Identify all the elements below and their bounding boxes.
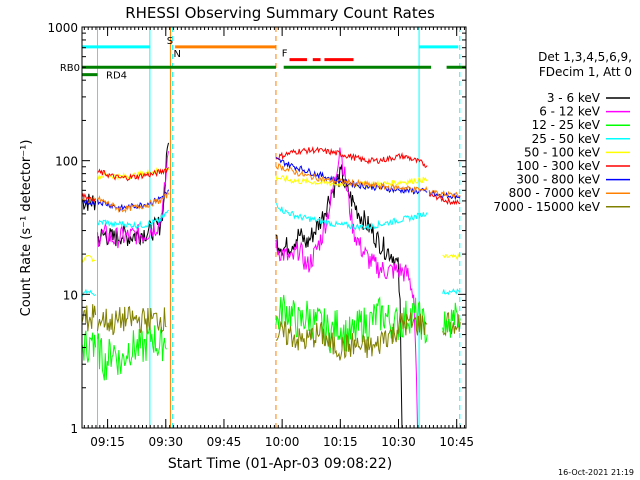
plot-area: SN RB0 RD4 F 1 10 100 1000 09:15 09:30 09:45 10:0…: [47, 21, 474, 449]
series-line-300-800-kev: [97, 157, 428, 213]
legend-label-800-7000-kev: 800 - 7000 keV: [509, 186, 601, 200]
x-tick-label: 09:15: [90, 435, 125, 449]
state-label-n: N: [174, 49, 181, 60]
plot-frame: [81, 26, 467, 429]
x-tick-label: 10:30: [381, 435, 416, 449]
series-line-6-12-kev: [97, 147, 418, 429]
series-line-7000-15000-kev: [97, 305, 428, 361]
legend-header-detectors: Det 1,3,4,5,6,9,: [538, 50, 632, 64]
generation-timestamp: 16-Oct-2021 21:19: [558, 468, 634, 477]
tail-segments: [81, 189, 461, 363]
series-line-25-50-kev: [97, 203, 428, 232]
legend-label-6-12-kev: 6 - 12 keV: [539, 105, 601, 119]
tail-segment-12: [428, 193, 461, 206]
tail-segment-14: [428, 189, 461, 199]
tail-segment-7: [81, 330, 97, 363]
y-axis-label: Count Rate (s⁻¹ detector⁻¹): [19, 140, 34, 317]
legend-label-50-100-kev: 50 - 100 keV: [524, 145, 601, 159]
x-tick-label: 09:45: [207, 435, 242, 449]
tail-segment-9: [442, 302, 461, 338]
state-label-f: F: [282, 49, 288, 60]
x-axis: 09:15 09:30 09:45 10:00 10:15 10:30 10:45: [83, 27, 474, 449]
legend-label-25-50-kev: 25 - 50 keV: [532, 132, 601, 146]
series-line-800-7000-kev: [97, 163, 428, 214]
legend-header-attenuator: FDecim 1, Att 0: [539, 65, 632, 79]
tail-segment-1: [81, 194, 97, 204]
tail-segment-8: [442, 312, 461, 337]
tail-segment-3: [81, 192, 97, 202]
series-line-100-300-kev: [97, 146, 428, 182]
x-axis-label: Start Time (01-Apr-03 09:08:22): [168, 456, 392, 472]
legend: Det 1,3,4,5,6,9, FDecim 1, Att 0 3 - 6 k…: [493, 50, 632, 214]
y-axis: 1 10 100 1000: [47, 21, 466, 436]
tail-segment-10: [442, 288, 461, 296]
state-label-rd4: RD4: [106, 71, 127, 82]
legend-label-100-300-kev: 100 - 300 keV: [516, 159, 600, 173]
state-lines: SN RB0 RD4 F: [60, 36, 466, 82]
tail-segment-4: [81, 288, 96, 297]
y-tick-label: 1: [70, 422, 78, 436]
vertical-markers: [97, 27, 461, 428]
state-label-rb0: RB0: [60, 63, 80, 74]
x-tick-label: 10:45: [439, 435, 474, 449]
chart-title: RHESSI Observing Summary Count Rates: [125, 4, 435, 22]
tail-segment-5: [81, 254, 96, 263]
tail-segment-11: [442, 252, 461, 261]
legend-label-3-6-kev: 3 - 6 keV: [547, 91, 601, 105]
series-lines: [97, 142, 428, 429]
x-tick-label: 09:30: [148, 435, 183, 449]
state-label-s: S: [167, 36, 173, 47]
legend-label-300-800-kev: 300 - 800 keV: [516, 173, 600, 187]
y-tick-label: 10: [63, 288, 78, 302]
tail-segment-6: [81, 304, 97, 332]
y-tick-label: 100: [55, 155, 78, 169]
y-tick-label: 1000: [47, 21, 78, 35]
legend-label-12-25-kev: 12 - 25 keV: [532, 118, 601, 132]
series-line-12-25-kev: [97, 294, 428, 381]
x-tick-label: 10:00: [265, 435, 300, 449]
series-line-50-100-kev: [97, 167, 428, 190]
x-tick-label: 10:15: [323, 435, 358, 449]
legend-label-7000-15000-kev: 7000 - 15000 keV: [493, 200, 600, 214]
